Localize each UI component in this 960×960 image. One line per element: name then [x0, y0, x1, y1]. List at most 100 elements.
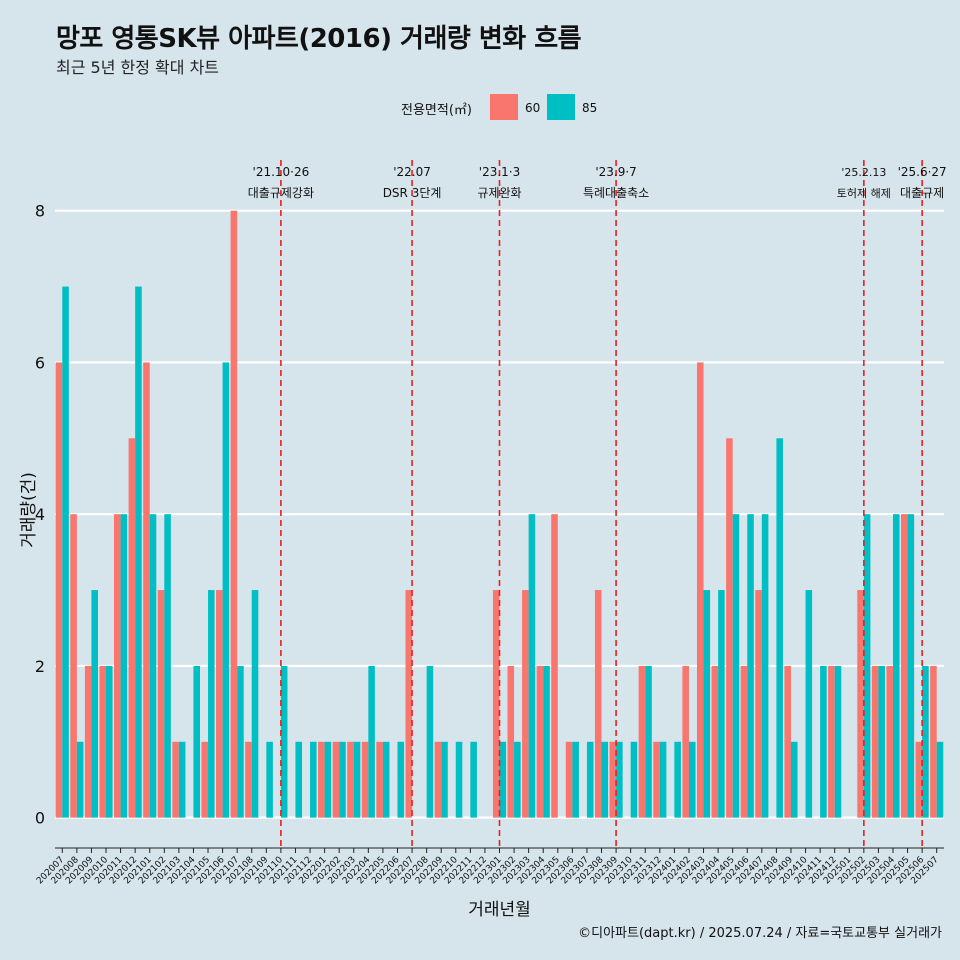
- x-tick-label-202009: 202009: [64, 855, 96, 887]
- x-tick-label-202204: 202204: [341, 855, 373, 887]
- bar-60-202103: [172, 741, 179, 818]
- bar-85-202106: [222, 362, 230, 818]
- x-tick-label-202308: 202308: [574, 855, 606, 887]
- bar-85-202102: [164, 514, 171, 818]
- bar-60-202308: [594, 590, 602, 818]
- y-tick-label-0: 0: [35, 809, 45, 828]
- bar-60-202311: [638, 665, 646, 818]
- y-axis-title: 거래량(건): [19, 472, 39, 548]
- legend-title: 전용면적(㎡): [401, 103, 472, 118]
- bar-85-202302: [514, 741, 521, 818]
- x-tick-label-202110: 202110: [254, 855, 286, 887]
- bar-85-202405: [732, 514, 740, 818]
- chart-title: 망포 영통SK뷰 아파트(2016) 거래량 변화 흐름: [56, 24, 582, 54]
- bar-60-202204: [361, 741, 369, 818]
- bar-60-202007: [55, 362, 63, 818]
- bar-60-202504: [886, 665, 893, 818]
- bar-85-202506: [922, 665, 929, 818]
- bar-60-202209: [434, 741, 442, 818]
- x-axis-title: 거래년월: [468, 900, 531, 920]
- x-tick-label-202304: 202304: [516, 855, 548, 887]
- bar-60-202312: [653, 741, 660, 818]
- bar-85-202310: [630, 741, 638, 818]
- bar-60-202502: [857, 590, 864, 818]
- x-tick-label-202112: 202112: [283, 855, 314, 886]
- x-tick-label-202305: 202305: [531, 855, 562, 886]
- bar-85-202008: [76, 741, 84, 818]
- bar-60-202201: [318, 741, 325, 818]
- bar-85-202107: [237, 665, 244, 818]
- bar-85-202111: [295, 741, 303, 818]
- x-tick-label-202205: 202205: [356, 855, 387, 886]
- x-tick-label-202506: 202506: [895, 855, 927, 887]
- bar-60-202107: [230, 210, 238, 818]
- bar-60-202101: [143, 362, 150, 818]
- bar-60-202507: [930, 665, 937, 818]
- bar-60-202403: [696, 362, 704, 818]
- bar-60-202405: [726, 438, 733, 818]
- bar-85-202304: [543, 665, 550, 818]
- x-tick-label-202407: 202407: [735, 855, 766, 886]
- bar-60-202402: [682, 665, 689, 818]
- bar-60-202108: [245, 741, 252, 818]
- x-tick-label-202412: 202412: [807, 855, 838, 886]
- event-label-202301: 규제완화: [477, 186, 521, 200]
- bar-85-202403: [703, 590, 711, 818]
- bar-85-202209: [441, 741, 448, 818]
- bar-85-202307: [586, 741, 594, 818]
- x-tick-label-202309: 202309: [589, 855, 621, 887]
- bar-60-202105: [201, 741, 209, 818]
- bar-60-202008: [70, 514, 77, 818]
- legend-key-60: [490, 94, 518, 120]
- bar-60-202202: [332, 741, 340, 818]
- bar-85-202010: [106, 665, 113, 818]
- x-tick-label-202411: 202411: [793, 855, 824, 886]
- bar-60-202305: [551, 514, 558, 818]
- x-tick-label-202103: 202103: [152, 855, 183, 886]
- x-tick-label-202007: 202007: [35, 855, 66, 886]
- legend-label-60: 60: [525, 101, 541, 115]
- x-tick-label-202109: 202109: [239, 855, 271, 887]
- x-tick-label-202012: 202012: [108, 855, 139, 886]
- x-tick-label-202306: 202306: [545, 855, 577, 887]
- bar-85-202409: [790, 741, 798, 818]
- bar-85-202410: [805, 590, 813, 818]
- bar-85-202211: [470, 741, 477, 818]
- bar-60-202303: [522, 590, 529, 818]
- bar-85-202408: [776, 438, 783, 818]
- bar-85-202202: [339, 741, 346, 818]
- x-tick-label-202504: 202504: [866, 855, 898, 887]
- x-tick-label-202206: 202206: [370, 855, 402, 887]
- bar-60-202205: [376, 741, 383, 818]
- x-tick-label-202104: 202104: [166, 855, 198, 887]
- x-tick-label-202010: 202010: [79, 855, 111, 887]
- bar-85-202407: [761, 514, 769, 818]
- x-tick-label-202403: 202403: [676, 855, 707, 886]
- bar-60-202011: [114, 514, 121, 818]
- x-tick-label-202402: 202402: [662, 855, 693, 886]
- bar-85-202105: [208, 590, 215, 818]
- x-tick-label-202301: 202301: [472, 855, 503, 886]
- legend: 전용면적(㎡) 60 85: [0, 94, 960, 122]
- x-tick-label-202011: 202011: [93, 855, 124, 886]
- bar-85-202112: [310, 741, 317, 818]
- x-tick-label-202106: 202106: [195, 855, 227, 887]
- bar-60-202309: [609, 741, 617, 818]
- x-tick-label-202501: 202501: [822, 855, 853, 886]
- bar-60-202503: [871, 665, 879, 818]
- x-tick-label-202409: 202409: [764, 855, 796, 887]
- bar-85-202309: [616, 741, 623, 818]
- x-tick-label-202107: 202107: [210, 855, 241, 886]
- x-tick-label-202102: 202102: [137, 855, 168, 886]
- bar-85-202505: [907, 514, 915, 818]
- bar-85-202206: [397, 741, 405, 818]
- x-tick-label-202502: 202502: [837, 855, 868, 886]
- bar-85-202011: [120, 514, 128, 818]
- x-tick-label-202303: 202303: [501, 855, 532, 886]
- bar-85-202303: [528, 514, 536, 818]
- bar-85-202203: [353, 741, 361, 818]
- x-tick-label-202108: 202108: [225, 855, 257, 887]
- event-label-202309: 특례대출축소: [583, 186, 649, 200]
- bar-85-202312: [659, 741, 667, 818]
